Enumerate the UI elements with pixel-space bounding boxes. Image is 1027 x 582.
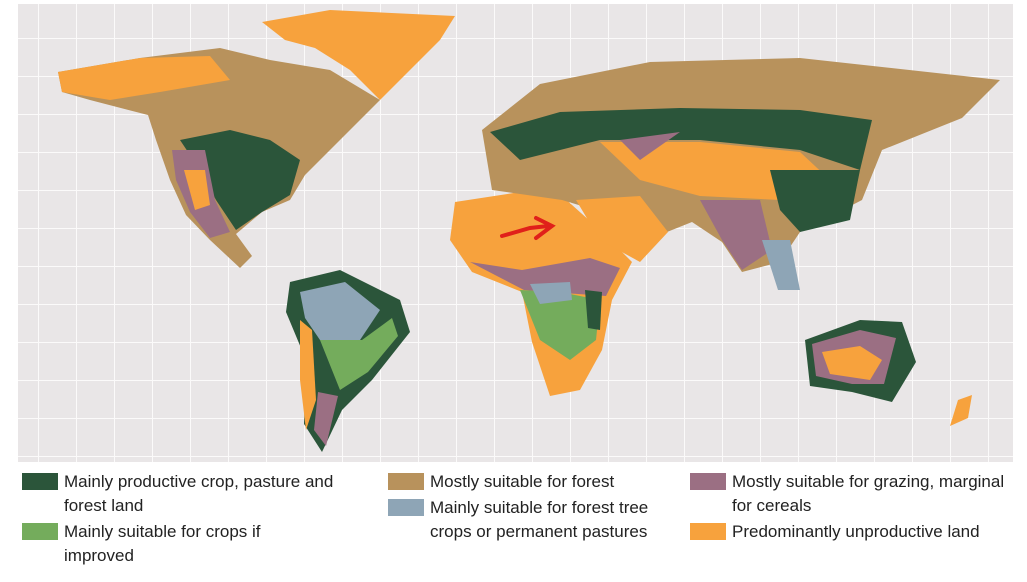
legend-swatch [22, 523, 58, 540]
legend-swatch [690, 473, 726, 490]
legend-item: Mainly productive crop, pasture and fore… [22, 470, 352, 518]
legend-item: Mostly suitable for forest [388, 470, 678, 494]
legend-label: Mainly productive crop, pasture and fore… [64, 472, 334, 515]
legend-swatch [22, 473, 58, 490]
legend-item: Mainly suitable for forest tree crops or… [388, 496, 678, 544]
legend-swatch [388, 473, 424, 490]
legend-item: Mostly suitable for grazing, marginal fo… [690, 470, 1010, 518]
legend-label: Mainly suitable for forest tree crops or… [430, 498, 649, 541]
legend-swatch [388, 499, 424, 516]
legend-label: Predominantly unproductive land [732, 522, 980, 541]
legend-item: Predominantly unproductive land [690, 520, 1010, 544]
world-map [18, 4, 1013, 462]
legend-item: Mainly suitable for crops if improved [22, 520, 352, 568]
legend-label: Mostly suitable for forest [430, 472, 615, 491]
legend-label: Mostly suitable for grazing, marginal fo… [732, 472, 1005, 515]
legend-label: Mainly suitable for crops if improved [64, 522, 261, 565]
legend-swatch [690, 523, 726, 540]
